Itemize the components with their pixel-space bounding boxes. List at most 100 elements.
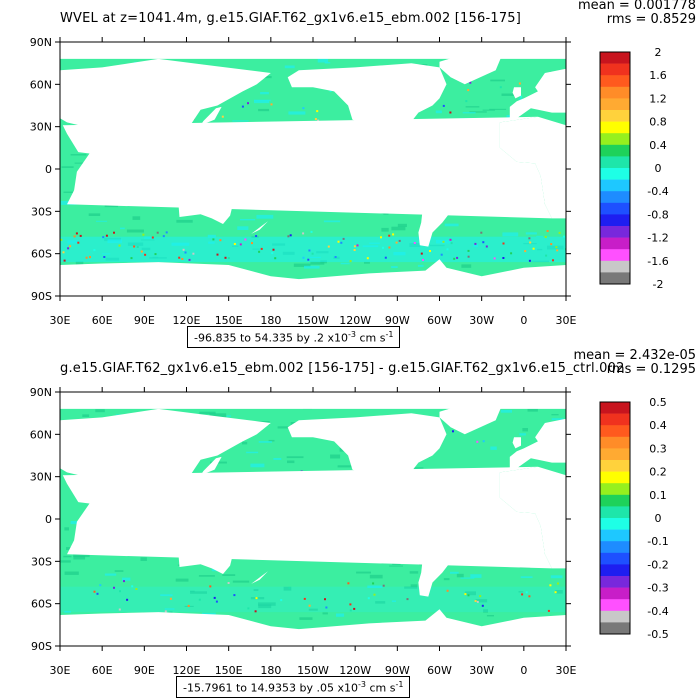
colorbar-swatch [600, 413, 630, 426]
field-texture [391, 266, 398, 268]
field-texture [336, 613, 345, 617]
field-speckle [181, 258, 184, 260]
land-arabia [67, 126, 100, 153]
field-texture [258, 108, 270, 112]
field-texture [364, 261, 370, 264]
field-speckle [446, 248, 449, 251]
field-speckle [227, 257, 230, 260]
field-texture [519, 433, 526, 436]
field-speckle [135, 588, 138, 590]
field-texture [237, 226, 249, 230]
land-uk [512, 437, 521, 449]
field-texture [443, 578, 450, 581]
land-australia [178, 184, 233, 224]
lat-label: 60N [30, 78, 52, 91]
field-texture [232, 120, 249, 122]
field-texture [73, 555, 86, 560]
field-texture [64, 611, 71, 613]
land-india-shelf [113, 482, 145, 508]
field-texture [104, 573, 117, 576]
land-india-shelf [113, 132, 145, 158]
land-europe [509, 418, 566, 469]
field-texture [536, 235, 544, 237]
field-speckle [467, 594, 470, 597]
range-exponent: -3 [347, 330, 356, 339]
colorbar-label: -0.3 [647, 582, 668, 595]
field-texture [409, 571, 419, 574]
lat-label: 30N [30, 471, 52, 484]
field-speckle [485, 245, 488, 248]
field-speckle [528, 259, 531, 262]
field-texture [284, 65, 295, 69]
field-speckle [289, 234, 292, 237]
colorbar-swatch [600, 564, 630, 577]
field-texture [330, 454, 341, 459]
field-speckle [212, 238, 215, 241]
range-text: -96.835 to 54.335 by .2 x10 [194, 331, 348, 345]
field-texture [126, 229, 144, 233]
range-unit-exponent: -1 [385, 330, 394, 339]
field-texture [464, 591, 476, 596]
field-speckle [169, 597, 172, 600]
field-speckle [270, 103, 273, 106]
field-texture [369, 574, 383, 579]
field-texture [565, 424, 566, 427]
rms-value: rms = 0.8529 [606, 12, 696, 27]
lon-label: 30W [469, 314, 494, 327]
field-speckle [529, 241, 532, 244]
field-speckle [118, 244, 121, 247]
field-texture [95, 409, 105, 413]
colorbar-swatch [600, 202, 630, 215]
field-texture [456, 573, 464, 578]
colorbar-swatch [600, 98, 630, 111]
colorbar-label: -0.8 [647, 208, 668, 221]
lon-label: 150E [215, 664, 243, 677]
lon-label: 60E [92, 664, 113, 677]
colorbar-label: -0.4 [647, 605, 668, 618]
field-texture [551, 414, 559, 416]
field-speckle [552, 259, 554, 262]
field-texture [337, 465, 354, 468]
field-speckle [216, 253, 219, 256]
land-madagascar [78, 187, 89, 205]
field-speckle [367, 597, 370, 600]
land-north-america [287, 63, 447, 157]
field-texture [132, 216, 141, 220]
field-texture [82, 414, 90, 417]
field-texture [483, 609, 488, 613]
field-speckle [233, 594, 236, 597]
colorbar-swatch [600, 402, 630, 414]
field-speckle [499, 86, 502, 89]
field-texture [73, 553, 90, 558]
field-speckle [288, 586, 291, 589]
field-speckle [366, 257, 369, 260]
field-texture [551, 418, 564, 421]
land-uk [512, 87, 521, 99]
field-speckle [482, 440, 485, 443]
field-speckle [302, 107, 305, 110]
field-texture [525, 232, 537, 235]
field-texture [550, 575, 563, 579]
field-speckle [75, 232, 78, 235]
field-texture [287, 460, 295, 464]
colorbar-label: -0.4 [647, 185, 668, 198]
field-speckle [241, 105, 244, 108]
field-texture [486, 615, 494, 617]
field-speckle [317, 119, 320, 122]
field-texture [207, 234, 216, 238]
colorbar-swatch [600, 436, 630, 449]
field-texture [199, 411, 216, 415]
range-label: -96.835 to 54.335 by .2 x10-3 cm s-1 [187, 326, 401, 348]
colorbar-label: 0 [655, 162, 662, 175]
field-texture [462, 112, 476, 114]
field-speckle [452, 430, 454, 433]
field-texture [88, 213, 101, 216]
field-speckle [118, 608, 121, 611]
field-speckle [247, 102, 249, 105]
lon-label: 120E [173, 664, 201, 677]
lon-label: 30E [50, 314, 71, 327]
colorbar-swatch [600, 144, 630, 157]
land-south-america [410, 152, 475, 247]
lon-label: 60W [427, 314, 452, 327]
field-texture [465, 106, 480, 108]
